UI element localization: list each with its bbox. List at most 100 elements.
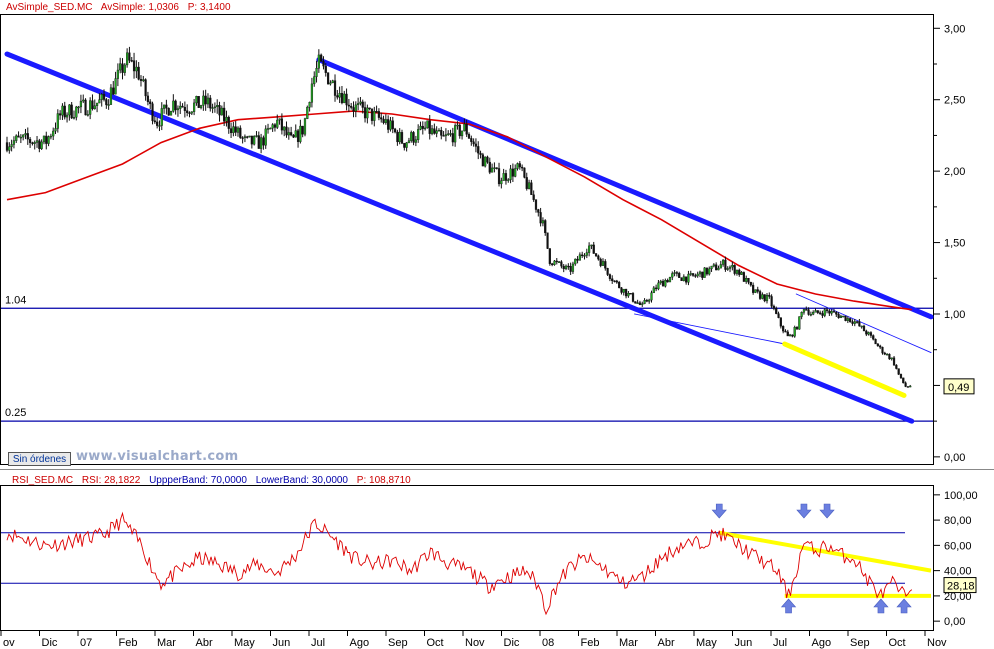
price-candle-body — [329, 82, 332, 85]
price-candle-body — [645, 300, 648, 302]
price-candle-body — [481, 154, 484, 167]
price-candle-body — [301, 125, 304, 135]
price-candle-body — [892, 357, 896, 366]
price-candle-body — [599, 258, 602, 266]
price-candle-body — [363, 107, 367, 119]
price-candle-body — [352, 107, 355, 112]
price-candle-body — [551, 263, 554, 266]
price-candle-body — [553, 260, 556, 266]
price-candle-body — [465, 123, 468, 135]
price-candle-body — [313, 76, 316, 85]
price-candle-body — [823, 309, 826, 316]
price-candle-body — [153, 120, 156, 123]
price-y-axis: 3,002,502,001,501,000,500,000,49 — [934, 23, 975, 464]
price-candle-body — [105, 99, 108, 106]
price-candle-body — [902, 377, 905, 384]
rsi-y-tick-label: 20,00 — [944, 591, 972, 603]
price-candle-body — [396, 131, 399, 143]
price-candle-body — [539, 212, 542, 224]
price-candle-body — [236, 127, 240, 133]
price-candle-body — [322, 61, 325, 67]
price-candle-body — [220, 107, 223, 116]
rsi-y-tick-label: 40,00 — [944, 566, 972, 578]
price-candle-body — [35, 140, 39, 143]
price-candle-body — [682, 276, 685, 281]
price-candle-body — [193, 102, 196, 112]
price-candle-body — [590, 244, 593, 247]
price-candle-body — [326, 72, 330, 85]
price-candle-body — [151, 103, 154, 121]
price-candle-body — [518, 163, 521, 168]
price-candle-body — [172, 100, 175, 112]
price-candle-body — [618, 282, 621, 288]
price-candle-body — [338, 93, 341, 98]
price-candle-body — [807, 309, 810, 315]
price-candle-body — [855, 321, 859, 323]
price-candle-body — [440, 130, 443, 136]
x-tick-label: Ago — [350, 637, 370, 649]
price-candle-body — [188, 112, 191, 114]
rsi-symbol-label: RSI_SED.MC — [12, 475, 73, 486]
price-candle-body — [227, 116, 230, 129]
price-candle-body — [860, 325, 863, 328]
price-candle-body — [414, 139, 417, 143]
price-candle-body — [825, 309, 829, 312]
price-candle-body — [333, 80, 337, 96]
price-candle-body — [779, 317, 782, 327]
price-candle-body — [382, 118, 385, 123]
price-candle-body — [273, 124, 277, 128]
price-candle-body — [698, 271, 702, 275]
watermark: www.visualchart.com — [76, 449, 239, 464]
x-tick-label: 08 — [542, 637, 554, 649]
price-candle-body — [38, 140, 41, 149]
price-candle-body — [375, 110, 378, 113]
price-candle-body — [548, 248, 551, 264]
price-candle-body — [761, 294, 764, 299]
price-candle-body — [564, 265, 568, 270]
price-candle-body — [530, 182, 533, 195]
price-candle-body — [458, 124, 461, 137]
price-candle-body — [872, 335, 875, 340]
price-candle-body — [705, 267, 709, 275]
price-candle-body — [738, 269, 741, 275]
price-candle-body — [786, 331, 789, 337]
price-candle-body — [380, 117, 383, 120]
price-candle-body — [190, 111, 193, 114]
price-candle-body — [262, 137, 265, 146]
rsi-down-arrow-icon — [819, 503, 835, 519]
price-candle-body — [883, 352, 886, 355]
price-symbol-label: AvSimple_SED.MC — [6, 2, 93, 13]
x-tick-label: Jul — [311, 637, 325, 649]
price-candle-body — [500, 180, 503, 185]
price-candle-body — [345, 93, 348, 106]
price-candle-body — [765, 294, 769, 302]
price-candle-body — [675, 272, 678, 274]
x-tick-label: Nov — [927, 637, 947, 649]
x-tick-label: Jun — [273, 637, 291, 649]
price-candle-body — [47, 136, 50, 144]
price-candle-body — [89, 100, 92, 115]
price-candle-body — [294, 130, 297, 138]
price-candle-body — [816, 310, 819, 313]
price-candle-body — [865, 330, 868, 335]
price-y-tick-label: 0,00 — [944, 452, 965, 464]
price-candle-body — [24, 133, 27, 136]
price-candle-body — [373, 110, 376, 121]
price-y-tick-label: 2,00 — [944, 166, 965, 178]
price-candle-body — [678, 272, 681, 278]
price-candle-body — [842, 315, 845, 318]
price-candle-body — [107, 104, 110, 106]
x-tick-label: May — [696, 637, 717, 649]
price-candle-body — [659, 280, 662, 284]
price-candle-body — [255, 135, 258, 137]
price-candle-body — [186, 110, 189, 113]
price-candle-body — [756, 289, 759, 292]
price-candle-body — [158, 125, 161, 127]
x-tick-label: ov — [3, 637, 15, 649]
orders-button[interactable]: Sin órdenes — [8, 452, 71, 466]
price-candle-body — [516, 163, 519, 169]
price-candle-body — [576, 258, 579, 261]
price-candle-body — [777, 313, 780, 318]
price-candle-body — [742, 272, 745, 282]
